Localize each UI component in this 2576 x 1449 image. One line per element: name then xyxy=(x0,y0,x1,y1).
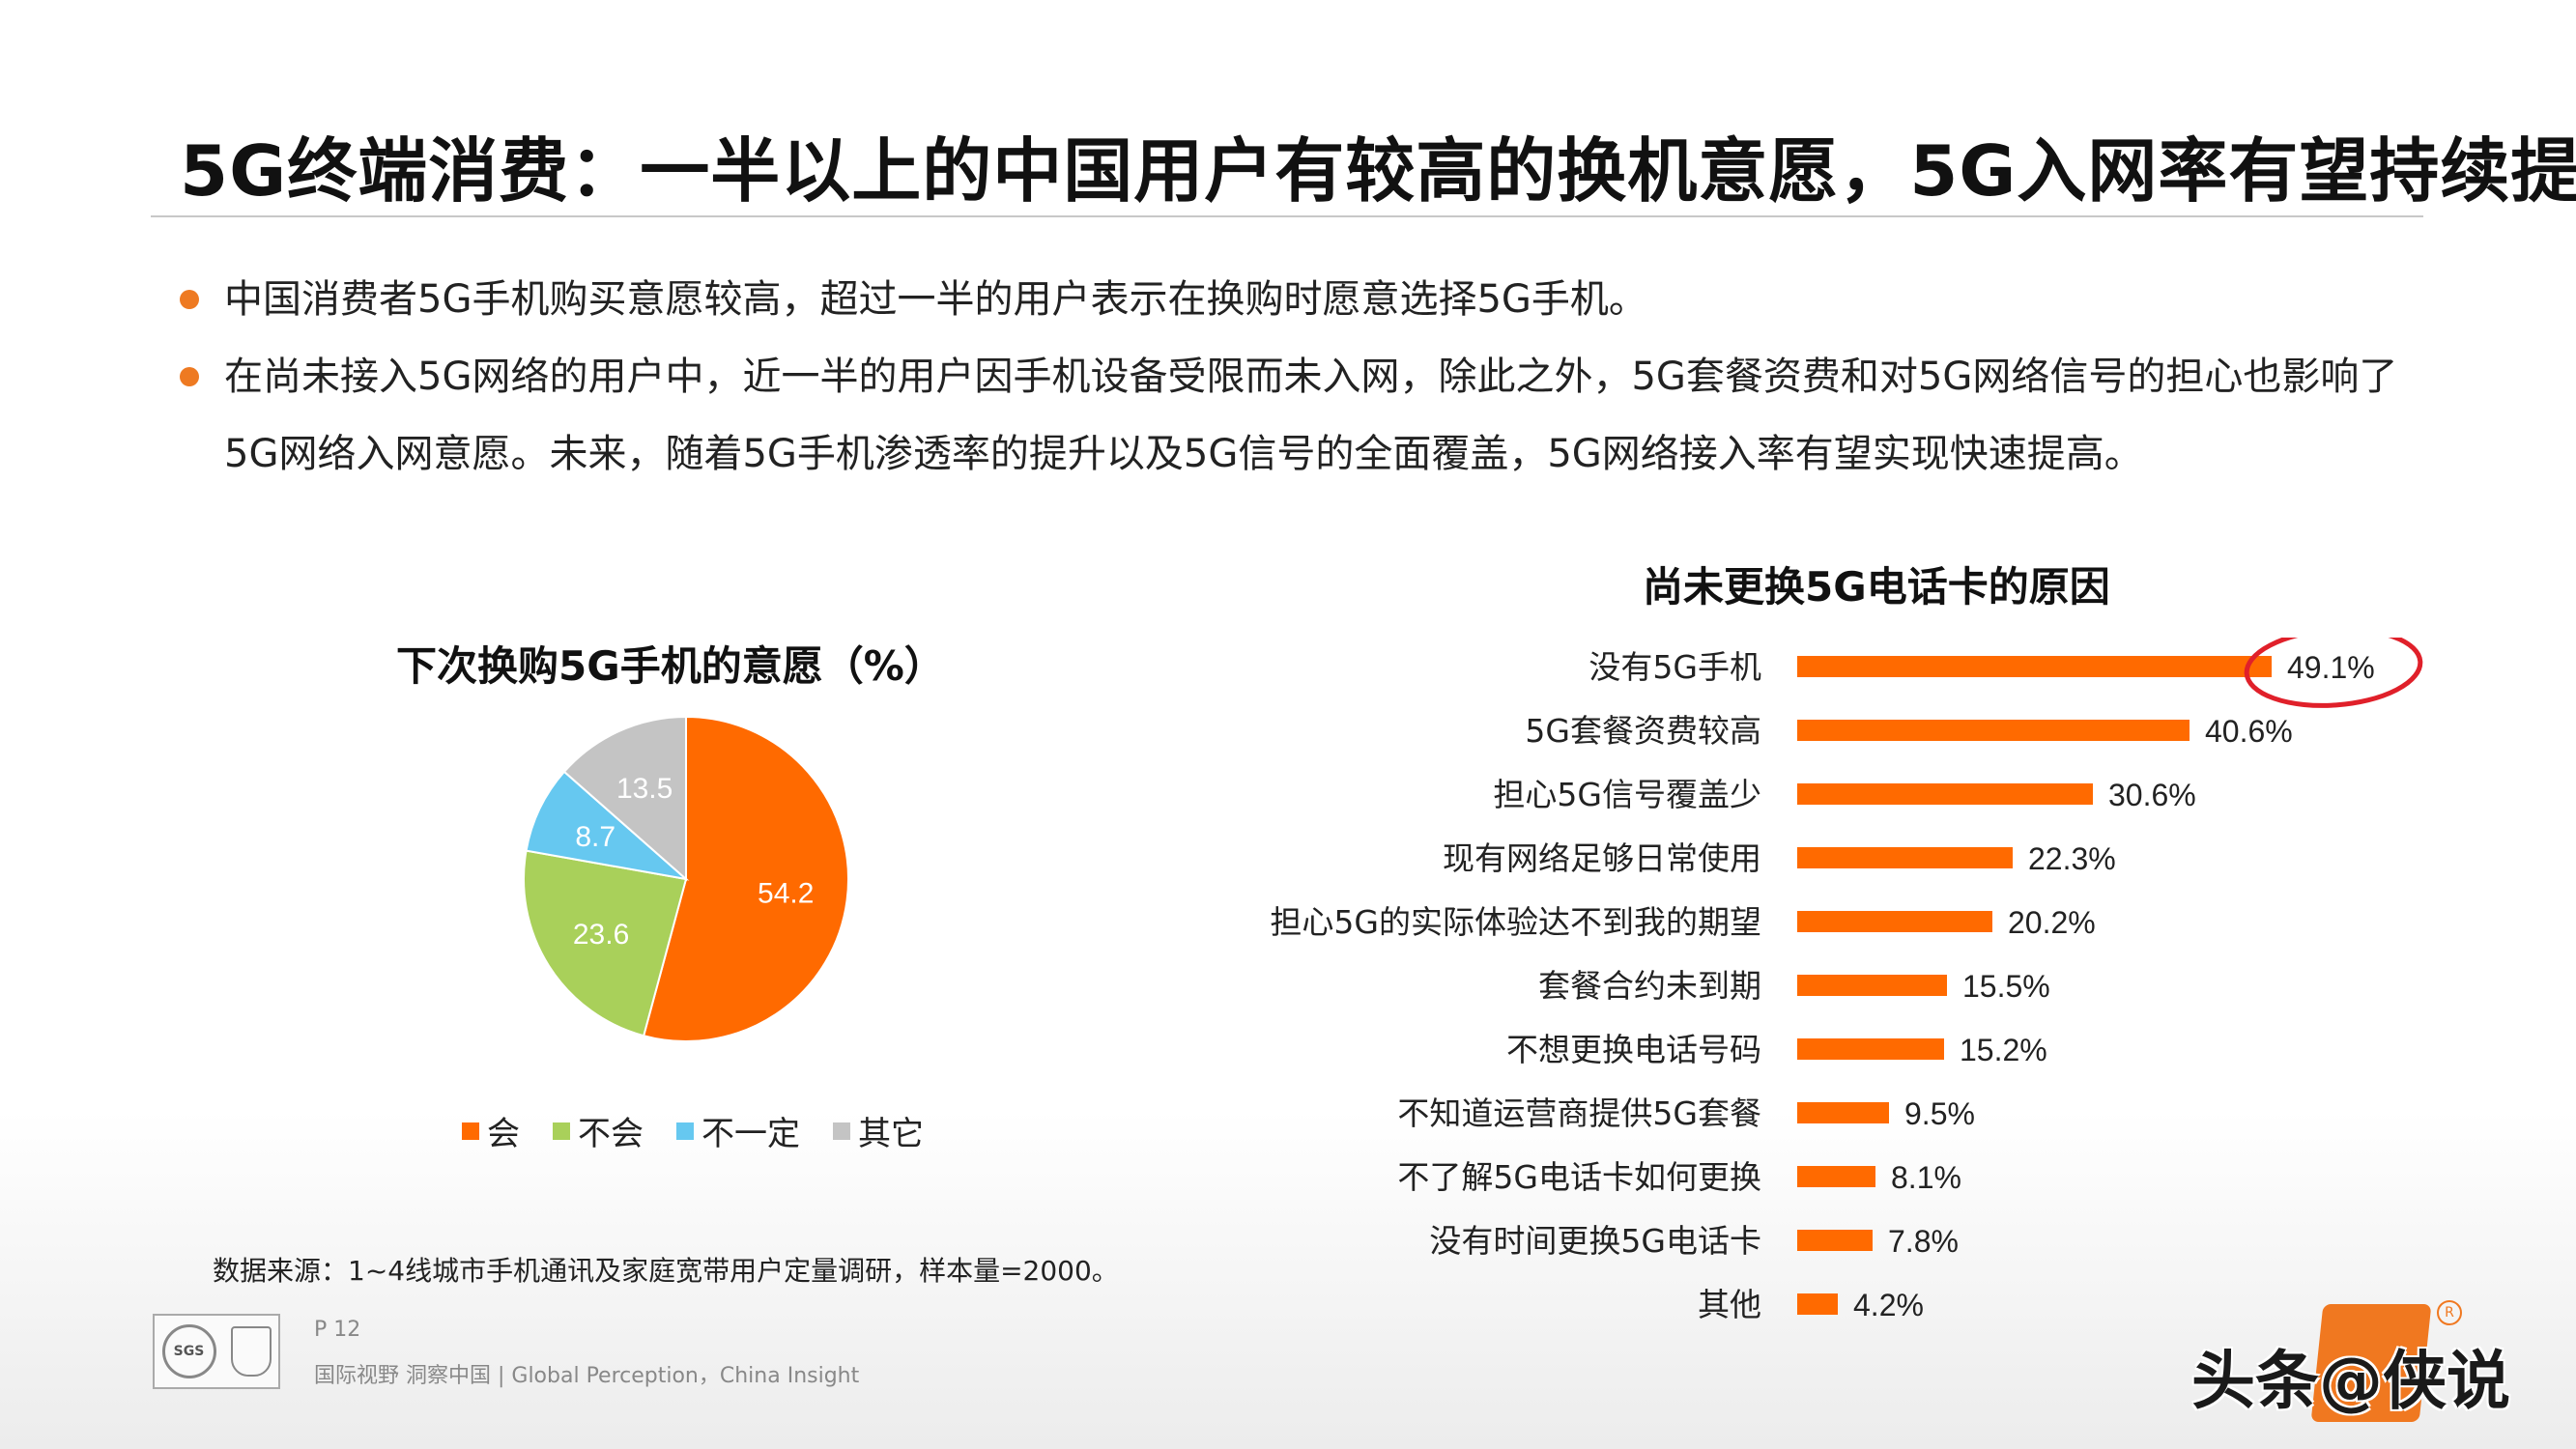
legend-label: 会 xyxy=(487,1115,520,1153)
bullet-item: 在尚未接入5G网络的用户中，近一半的用户因手机设备受限而未入网，除此之外，5G套… xyxy=(180,338,2441,493)
legend-item-other: 其它 xyxy=(833,1107,924,1154)
bar-value-label: 30.6% xyxy=(2108,778,2196,812)
legend-swatch-icon xyxy=(833,1122,850,1140)
bar xyxy=(1797,847,2013,868)
bar-value-label: 4.2% xyxy=(1853,1288,1924,1322)
bar-category-label: 套餐合约未到期 xyxy=(1538,967,1761,1005)
footer-tagline: 国际视野 洞察中国 | Global Perception，China Insi… xyxy=(314,1364,860,1388)
bullet-dot-icon xyxy=(180,290,199,309)
legend-swatch-icon xyxy=(462,1122,479,1140)
legend-swatch-icon xyxy=(676,1122,694,1140)
bar xyxy=(1797,1293,1838,1315)
bullet-text: 在尚未接入5G网络的用户中，近一半的用户因手机设备受限而未入网，除此之外，5G套… xyxy=(224,355,2398,476)
bar xyxy=(1797,656,2272,677)
bar xyxy=(1797,783,2093,805)
bar-value-label: 9.5% xyxy=(1904,1096,1975,1131)
bar-chart-title: 尚未更换5G电话卡的原因 xyxy=(1643,563,2110,611)
sgs-seal-icon: SGS xyxy=(161,1324,216,1378)
bar-category-label: 现有网络足够日常使用 xyxy=(1443,839,1761,877)
legend-label: 其它 xyxy=(858,1115,924,1153)
bullet-dot-icon xyxy=(180,367,199,386)
pie-slice xyxy=(562,715,687,882)
bar-category-label: 不知道运营商提供5G套餐 xyxy=(1397,1094,1761,1132)
pie-slice xyxy=(642,715,849,1042)
bar xyxy=(1797,911,1992,932)
shield-icon xyxy=(230,1326,272,1377)
pie-slice xyxy=(523,849,688,1037)
pie-slice-label: 23.6 xyxy=(573,919,629,951)
bar xyxy=(1797,1102,1889,1123)
bar-category-label: 5G套餐资费较高 xyxy=(1525,712,1761,750)
registered-mark-icon: R xyxy=(2437,1300,2462,1325)
certification-badge: SGS xyxy=(153,1314,280,1389)
bar-value-label: 15.2% xyxy=(1960,1033,2047,1067)
page-number: P 12 xyxy=(314,1318,361,1342)
bar xyxy=(1797,720,2190,741)
bar xyxy=(1797,975,1947,996)
pie-slice xyxy=(525,770,690,881)
watermark: 头条@侠说 xyxy=(2191,1344,2510,1418)
pie-slice-label: 54.2 xyxy=(758,878,814,910)
bar xyxy=(1797,1230,1873,1251)
bullet-list: 中国消费者5G手机购买意愿较高，超过一半的用户表示在换购时愿意选择5G手机。 在… xyxy=(180,261,2441,493)
bar-value-label: 7.8% xyxy=(1888,1224,1959,1259)
title-divider xyxy=(151,215,2423,217)
page-title: 5G终端消费：一半以上的中国用户有较高的换机意愿，5G入网率有望持续提升 xyxy=(180,130,2576,212)
pie-chart-title: 下次换购5G手机的意愿（%） xyxy=(396,642,945,690)
bar-category-label: 担心5G的实际体验达不到我的期望 xyxy=(1270,903,1761,941)
legend-swatch-icon xyxy=(553,1122,570,1140)
bar-value-label: 40.6% xyxy=(2205,714,2293,749)
bar-chart: 没有5G手机 49.1% 5G套餐资费较高 40.6% 担心5G信号覆盖少 30.6% 现有… xyxy=(1270,638,2423,1323)
bar-value-label: 8.1% xyxy=(1891,1160,1961,1195)
pie-legend: 会 不会 不一定 其它 xyxy=(462,1107,924,1154)
bar-value-label: 20.2% xyxy=(2008,905,2096,940)
data-source-note: 数据来源：1~4线城市手机通讯及家庭宽带用户定量调研，样本量=2000。 xyxy=(213,1255,1119,1287)
background-fade xyxy=(0,1111,2576,1449)
bar-category-label: 没有时间更换5G电话卡 xyxy=(1429,1222,1761,1260)
highlight-circle xyxy=(2244,638,2423,708)
bar-category-label: 没有5G手机 xyxy=(1589,648,1761,686)
bar-value-label: 22.3% xyxy=(2028,841,2116,876)
pie-slice-label: 8.7 xyxy=(575,821,615,853)
legend-item-wont: 不会 xyxy=(553,1107,644,1154)
bar-category-label: 担心5G信号覆盖少 xyxy=(1493,776,1761,813)
bar-category-label: 不了解5G电话卡如何更换 xyxy=(1397,1158,1761,1196)
bar-category-label: 其他 xyxy=(1698,1286,1761,1323)
bar-value-label: 15.5% xyxy=(1962,969,2050,1004)
bar-value-label: 49.1% xyxy=(2287,650,2375,685)
bullet-item: 中国消费者5G手机购买意愿较高，超过一半的用户表示在换购时愿意选择5G手机。 xyxy=(180,261,2441,338)
legend-label: 不会 xyxy=(578,1115,644,1153)
bullet-text: 中国消费者5G手机购买意愿较高，超过一半的用户表示在换购时愿意选择5G手机。 xyxy=(224,277,1647,322)
pie-slice-label: 13.5 xyxy=(616,773,673,805)
bar xyxy=(1797,1166,1875,1187)
legend-item-unsure: 不一定 xyxy=(676,1107,800,1154)
pie-chart: 54.2 23.6 8.713.5 xyxy=(523,715,849,1042)
bar-category-label: 不想更换电话号码 xyxy=(1506,1031,1761,1068)
bar xyxy=(1797,1038,1944,1060)
legend-item-will: 会 xyxy=(462,1107,520,1154)
legend-label: 不一定 xyxy=(701,1115,800,1153)
